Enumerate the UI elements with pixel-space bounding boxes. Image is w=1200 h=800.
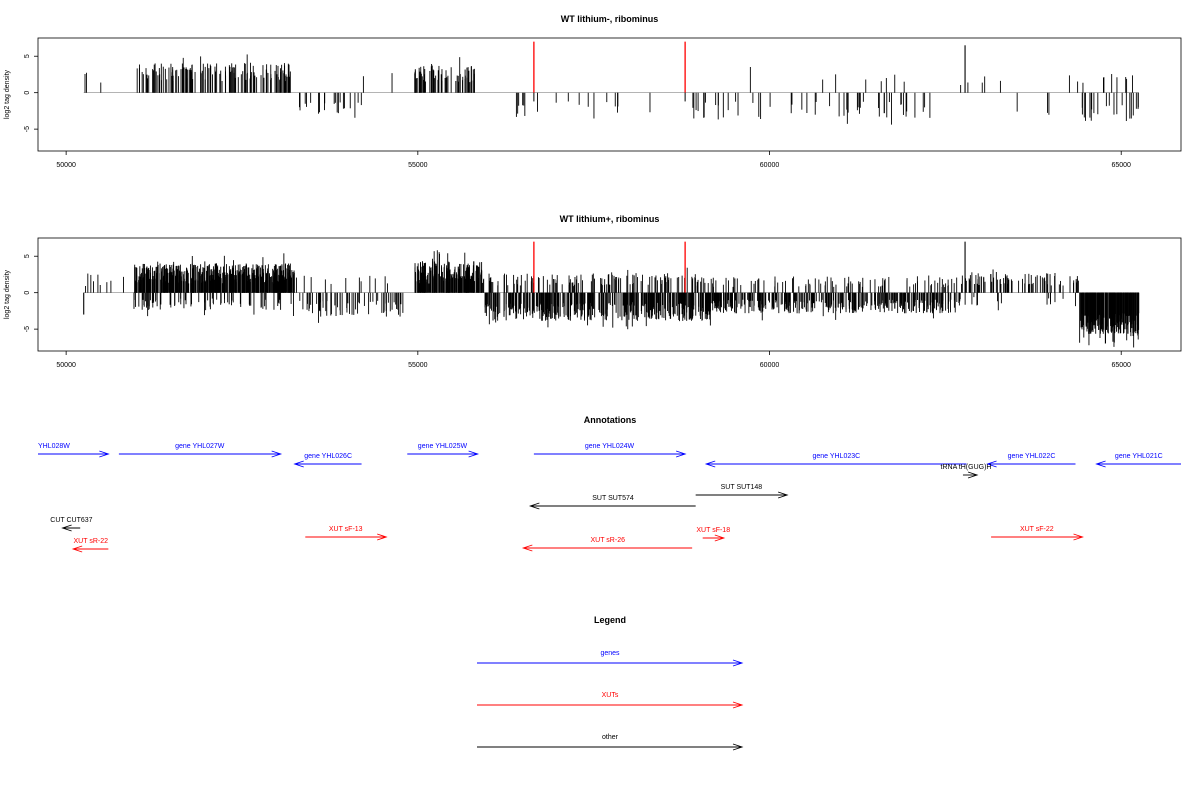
feature-label: gene YHL023C: [812, 453, 860, 460]
y-tick-label: 5: [24, 54, 31, 58]
feature-XUTs: XUT sF-22: [991, 526, 1084, 541]
y-tick-label: -5: [24, 326, 31, 332]
legend-label: genes: [600, 650, 620, 657]
feature-arrow-head: [986, 460, 997, 468]
density-bars: [84, 45, 1139, 125]
legend-arrow-head: [732, 743, 744, 751]
feature-arrow-head: [293, 460, 304, 468]
feature-label: SUT SUT148: [721, 484, 763, 491]
legend-title: Legend: [594, 615, 626, 625]
chart-title: WT lithium+, ribominus: [560, 214, 660, 224]
legend-arrow-head: [732, 701, 744, 709]
feature-genes: gene YHL022C: [986, 453, 1076, 468]
feature-genes: YHL028W: [38, 443, 110, 458]
feature-arrow-head: [61, 524, 72, 532]
feature-arrow-head: [704, 460, 716, 468]
feature-arrow-head: [71, 545, 83, 553]
feature-XUTs: XUT sF-18: [696, 527, 730, 542]
y-tick-label: 0: [24, 291, 31, 295]
x-tick-label: 65000: [1111, 162, 1131, 169]
legend-item-other: other: [477, 734, 744, 751]
x-tick-label: 55000: [408, 362, 428, 369]
feature-genes: gene YHL021C: [1095, 453, 1181, 468]
feature-other: SUT SUT148: [695, 484, 789, 499]
feature-genes: gene YHL024W: [533, 443, 687, 458]
y-tick-label: 0: [24, 91, 31, 95]
chart-title: WT lithium-, ribominus: [561, 14, 659, 24]
feature-label: tRNA tH(GUG)H: [941, 464, 992, 471]
feature-label: XUT sF-13: [329, 526, 363, 533]
plot-frame: [37, 37, 1182, 152]
feature-label: YHL028W: [38, 443, 70, 450]
feature-genes: gene YHL027W: [118, 443, 283, 458]
x-tick-label: 65000: [1111, 362, 1131, 369]
feature-label: gene YHL025W: [418, 443, 468, 450]
x-tick-label: 55000: [408, 162, 428, 169]
feature-label: gene YHL022C: [1008, 453, 1056, 460]
legend-label: XUTs: [602, 692, 619, 699]
feature-label: XUT sF-18: [696, 527, 730, 534]
feature-label: SUT SUT574: [592, 495, 634, 502]
feature-label: gene YHL027W: [175, 443, 225, 450]
feature-XUTs: XUT sF-13: [305, 526, 388, 541]
plot-frame: [37, 237, 1182, 352]
feature-arrow-head: [777, 491, 789, 499]
feature-label: CUT CUT637: [50, 517, 92, 524]
feature-label: gene YHL024W: [585, 443, 635, 450]
density-bars: [83, 241, 1140, 348]
feature-label: gene YHL026C: [304, 453, 352, 460]
legend-label: other: [602, 734, 619, 741]
feature-label: XUT sR-26: [590, 537, 625, 544]
annotations-title: Annotations: [584, 415, 637, 425]
feature-arrow-head: [675, 450, 687, 458]
feature-label: XUT sR-22: [74, 538, 109, 545]
feature-other: tRNA tH(GUG)H: [941, 464, 992, 479]
legend-item-genes: genes: [477, 650, 744, 667]
feature-other: CUT CUT637: [50, 517, 93, 532]
x-tick-label: 50000: [56, 362, 76, 369]
x-tick-label: 50000: [56, 162, 76, 169]
feature-arrow-head: [967, 471, 979, 479]
y-tick-label: 5: [24, 254, 31, 258]
feature-label: XUT sF-22: [1020, 526, 1054, 533]
feature-arrow-head: [1095, 460, 1106, 468]
feature-genes: gene YHL026C: [293, 453, 362, 468]
feature-arrow-head: [521, 544, 533, 552]
y-axis-label: log2 tag density: [4, 269, 11, 319]
feature-arrow-head: [99, 450, 110, 458]
feature-other: SUT SUT574: [528, 495, 696, 510]
feature-arrow-head: [377, 533, 388, 541]
feature-arrow-head: [1073, 533, 1084, 541]
feature-arrow-head: [271, 450, 283, 458]
x-tick-label: 60000: [760, 162, 780, 169]
feature-XUTs: XUT sR-26: [521, 537, 693, 552]
legend-arrow-head: [732, 659, 744, 667]
feature-arrow-head: [468, 450, 480, 458]
feature-arrow-head: [714, 534, 726, 542]
legend-item-xuts: XUTs: [477, 692, 744, 709]
feature-arrow-head: [528, 502, 540, 510]
feature-label: gene YHL021C: [1115, 453, 1163, 460]
x-tick-label: 60000: [760, 362, 780, 369]
y-tick-label: -5: [24, 126, 31, 132]
feature-XUTs: XUT sR-22: [71, 538, 109, 553]
y-axis-label: log2 tag density: [4, 69, 11, 119]
feature-genes: gene YHL023C: [704, 453, 967, 468]
feature-genes: gene YHL025W: [407, 443, 480, 458]
